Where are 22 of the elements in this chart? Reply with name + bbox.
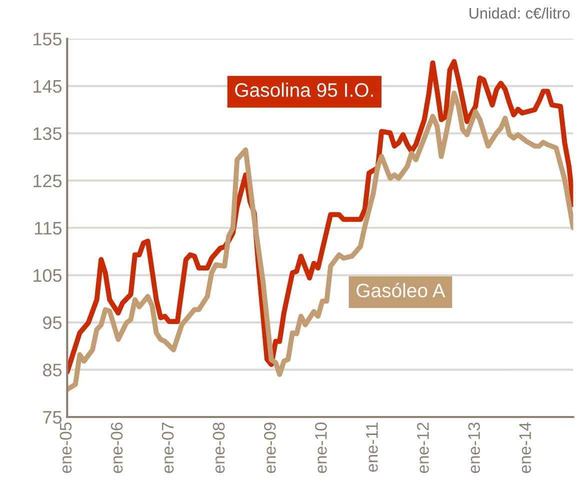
y-tick-label: 135 — [34, 127, 62, 140]
x-tick-label: ene-14 — [519, 422, 532, 474]
x-tick-label: ene-07 — [162, 422, 174, 474]
series-label: Gasolina 95 I.O. — [235, 82, 373, 97]
x-tick-label: ene-13 — [468, 422, 480, 474]
series-label: Gasóleo A — [356, 282, 446, 298]
text: Unidad: c€/litro — [470, 7, 570, 19]
x-tick-label: ene-10 — [315, 422, 327, 474]
y-tick-label: 125 — [34, 174, 62, 188]
x-tick-label: ene-11 — [366, 422, 378, 472]
y-tick-label: 75 — [43, 411, 62, 424]
y-tick-label: 85 — [43, 364, 62, 376]
x-tick-label: ene-12 — [417, 422, 429, 474]
x-tick-label: ene-06 — [110, 422, 123, 474]
y-tick-label: 145 — [34, 80, 62, 93]
x-tick-label: ene-08 — [212, 422, 225, 474]
y-tick-label: 155 — [34, 32, 62, 46]
y-tick-label: 95 — [43, 316, 62, 330]
y-tick-label: 105 — [34, 269, 62, 282]
y-tick-label: 115 — [34, 222, 62, 235]
x-tick-label: ene-09 — [264, 422, 276, 474]
x-tick-label: ene-05 — [60, 422, 72, 474]
